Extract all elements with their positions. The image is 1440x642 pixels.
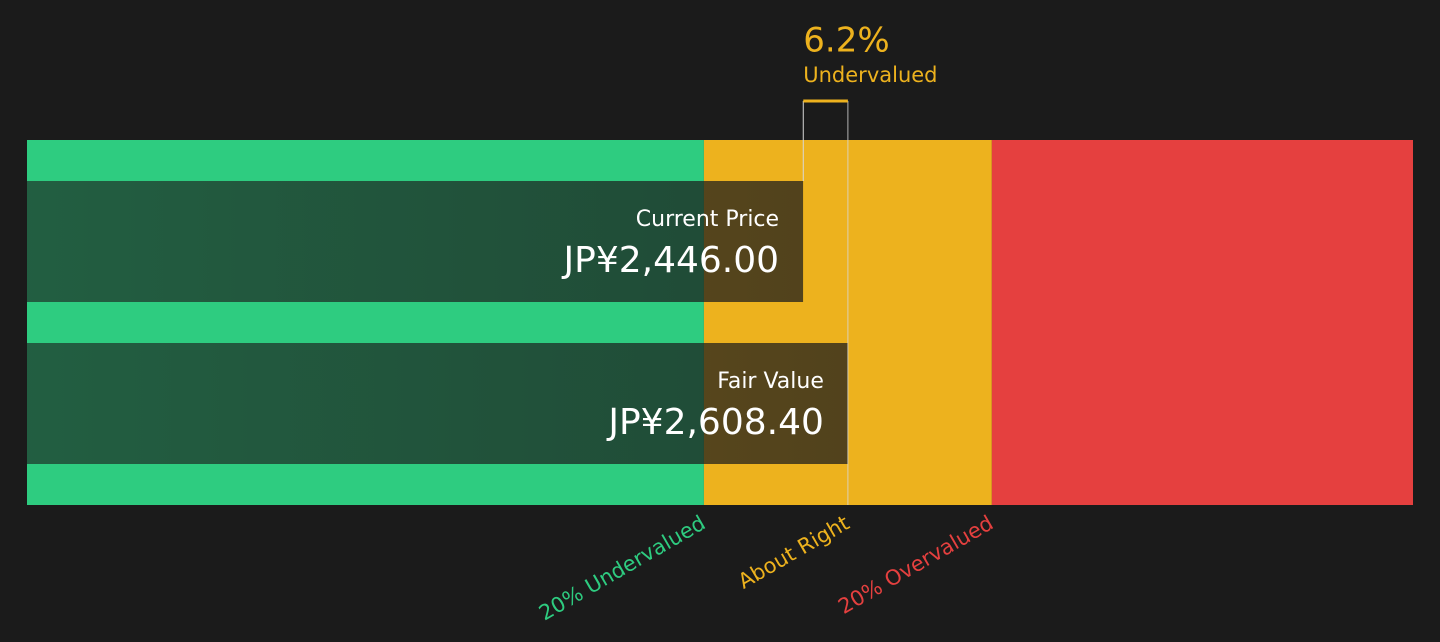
zone — [991, 140, 1413, 505]
bar-label: Fair Value — [717, 369, 824, 394]
zone-label: 20% Undervalued — [535, 511, 709, 626]
bar-value: JP¥2,446.00 — [562, 240, 780, 281]
difference-text: Undervalued — [803, 63, 937, 87]
zone-label: 20% Overvalued — [834, 511, 997, 619]
bar-value: JP¥2,608.40 — [606, 402, 824, 443]
value-bar — [27, 343, 848, 464]
value-bar — [27, 181, 804, 302]
bar-label: Current Price — [636, 207, 779, 232]
zone-label: About Right — [734, 511, 853, 594]
difference-value: 6.2% — [803, 21, 889, 61]
